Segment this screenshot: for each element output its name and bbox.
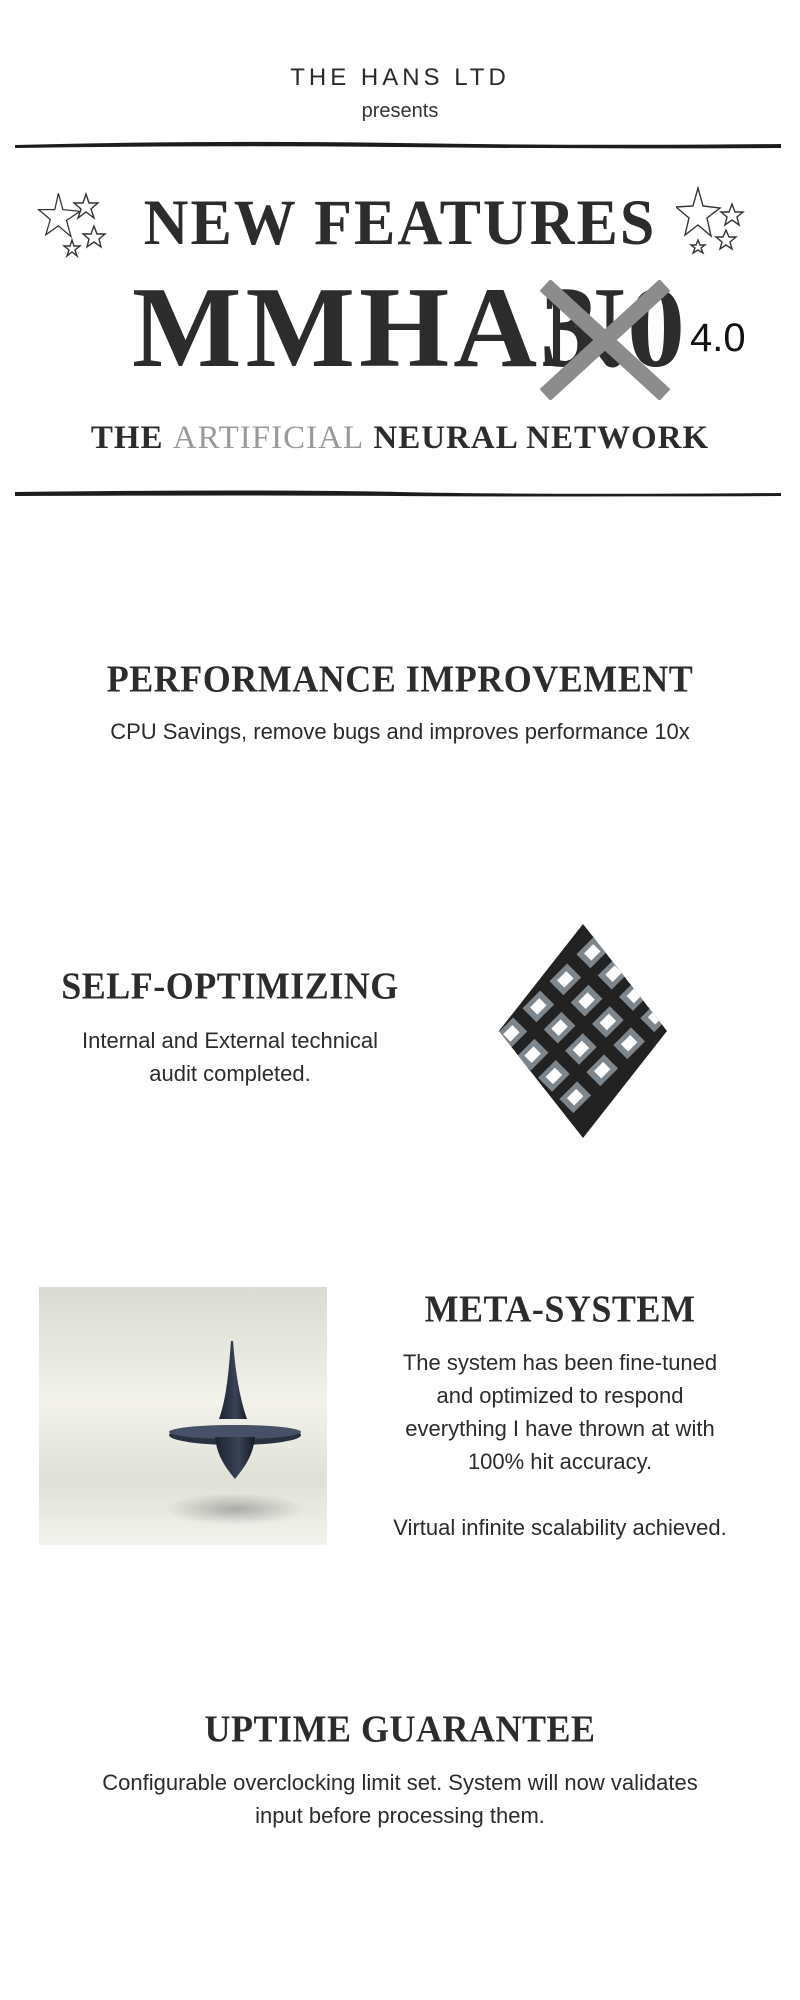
presents-label: presents	[361, 100, 439, 122]
self-optimizing-line: audit completed.	[149, 1061, 311, 1086]
self-optimizing-heading: SELF-OPTIMIZING	[61, 965, 399, 1007]
meta-system-description: The system has been fine-tuned and optim…	[360, 1346, 760, 1544]
self-optimizing-description: Internal and External technical audit co…	[30, 1024, 430, 1090]
performance-description: CPU Savings, remove bugs and improves pe…	[110, 719, 690, 744]
uptime-line: Configurable overclocking limit set. Sys…	[102, 1770, 698, 1795]
new-version-number: 4.0	[690, 316, 746, 360]
meta-system-line: The system has been fine-tuned	[402, 1350, 718, 1375]
spinning-top-image	[39, 1287, 327, 1545]
tagline: THE ARTIFICIAL NEURAL NETWORK	[0, 420, 800, 457]
stars-doodle-icon	[36, 191, 107, 259]
strike-through-cross	[540, 280, 670, 400]
uptime-heading: UPTIME GUARANTEE	[204, 1708, 596, 1750]
endless-knot-icon	[499, 924, 667, 1138]
performance-heading: PERFORMANCE IMPROVEMENT	[106, 658, 694, 700]
self-optimizing-line: Internal and External technical	[82, 1028, 378, 1053]
top-divider	[15, 141, 781, 149]
title-new-features: NEW FEATURES	[143, 187, 657, 259]
meta-system-heading: META-SYSTEM	[424, 1288, 696, 1330]
company-name: THE HANS LTD	[290, 64, 510, 91]
meta-system-line: 100% hit accuracy.	[467, 1449, 653, 1474]
uptime-line: input before processing them.	[255, 1803, 545, 1828]
tagline-suffix: NEURAL NETWORK	[373, 420, 710, 456]
meta-system-line: everything I have thrown at with	[405, 1416, 715, 1441]
uptime-description: Configurable overclocking limit set. Sys…	[0, 1766, 800, 1832]
stars-doodle-icon	[676, 186, 745, 255]
meta-system-line: Virtual infinite scalability achieved.	[393, 1515, 727, 1540]
tagline-prefix: THE	[90, 420, 164, 456]
meta-system-line: and optimized to respond	[436, 1383, 684, 1408]
bottom-divider	[15, 490, 781, 497]
tagline-highlight: ARTIFICIAL	[172, 420, 365, 456]
